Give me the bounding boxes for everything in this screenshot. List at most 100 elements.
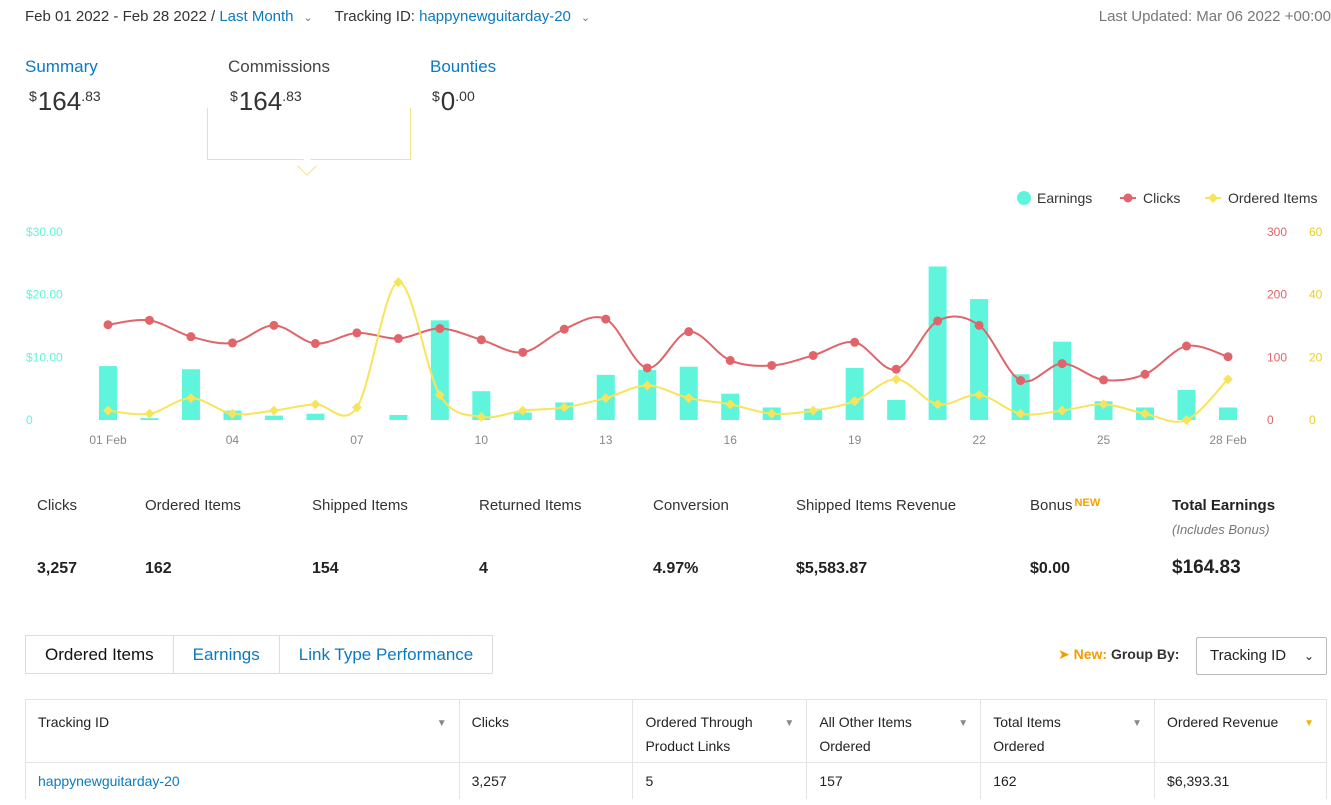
clicks-point [1016, 376, 1026, 386]
bounties-tab[interactable]: Bounties [430, 57, 497, 76]
sort-icon[interactable]: ▼ [1132, 718, 1143, 729]
metric-sublabel-includes-bonus: (Includes Bonus) [1172, 522, 1270, 537]
y-right-items-tick-label: 60 [1309, 225, 1323, 239]
group-by-select[interactable]: Tracking ID ⌄ [1196, 637, 1327, 675]
metric-label-clicks: Clicks [37, 497, 77, 514]
ordered-items-point [849, 396, 860, 407]
tracking-id-label: Tracking ID: [334, 8, 415, 25]
earnings-bar [140, 418, 159, 420]
x-tick-label: 04 [226, 433, 240, 447]
summary-tab[interactable]: Summary [25, 57, 98, 76]
sort-icon[interactable]: ▼ [784, 718, 795, 729]
clicks-point [1057, 359, 1067, 369]
clicks-point [767, 360, 777, 370]
col-header-tracking-id[interactable]: Tracking ID ▼ [25, 699, 460, 763]
metric-value-clicks: 3,257 [37, 560, 78, 577]
earnings-bar [638, 369, 657, 420]
ordered-items-point [186, 393, 196, 404]
earnings-bar [1094, 401, 1113, 420]
ordered-items-point [891, 374, 902, 385]
metric-label-returned-items: Returned Items [479, 497, 582, 514]
clicks-point [601, 314, 611, 324]
clicks-point [642, 363, 652, 373]
ordered-items-point [1223, 374, 1233, 385]
metric-label-shipped-revenue: Shipped Items Revenue [796, 497, 957, 514]
col-header-ordered-revenue[interactable]: Ordered Revenue ▼ [1154, 699, 1327, 763]
ordered-items-point [310, 399, 321, 410]
clicks-line [107, 315, 1229, 383]
clicks-point [269, 320, 279, 330]
x-tick-label: 22 [972, 433, 986, 447]
clicks-point [1099, 375, 1109, 385]
clicks-point [808, 350, 818, 360]
ordered-items-point [808, 405, 819, 416]
ordered-items-point [227, 408, 238, 419]
table-cell: $6,393.31 [1154, 762, 1327, 799]
chevron-down-icon[interactable]: ⌄ [303, 12, 313, 24]
ordered-items-point [642, 380, 653, 391]
earnings-bar [1053, 341, 1072, 420]
col-header-all-other-items[interactable]: All Other Items Ordered ▼ [806, 699, 982, 763]
tab-ordered-items[interactable]: Ordered Items [26, 636, 174, 673]
ordered-items-point [559, 402, 570, 413]
clicks-point [227, 338, 237, 348]
clicks-point [933, 316, 943, 326]
x-tick-label: 10 [475, 433, 489, 447]
metric-label-total-earnings: Total Earnings [1172, 497, 1276, 514]
metric-value-total-earnings: $164.83 [1172, 557, 1241, 578]
earnings-bar [99, 366, 117, 420]
date-range-bar: Feb 01 2022 - Feb 28 2022 / Last Month ⌄ … [25, 8, 608, 25]
ordered-items-point [1140, 408, 1150, 419]
chevron-down-icon[interactable]: ⌄ [580, 12, 591, 24]
table-cell: 157 [806, 762, 982, 799]
tab-link-type-performance[interactable]: Link Type Performance [298, 645, 474, 664]
tracking-id-dropdown[interactable]: happynewguitarday-20 [419, 8, 571, 25]
ordered-items-point [434, 389, 445, 400]
clicks-point [186, 332, 196, 342]
tracking-id-link[interactable]: happynewguitarday-20 [38, 772, 180, 789]
col-header-clicks[interactable]: Clicks [458, 699, 634, 763]
ordered-items-point [268, 405, 279, 416]
col-header-total-items[interactable]: Total Items Ordered ▼ [980, 699, 1156, 763]
clicks-point [725, 355, 735, 365]
new-badge: NEW [1074, 497, 1101, 509]
y-right-items-tick-label: 40 [1309, 288, 1323, 302]
table-cell: 3,257 [458, 762, 634, 799]
clicks-point [476, 335, 486, 345]
y-right-clicks-tick-label: 0 [1267, 413, 1274, 427]
earnings-bar [389, 414, 408, 420]
earnings-bar [887, 399, 906, 420]
sort-icon[interactable]: ▼ [958, 718, 969, 729]
report-tabs: Ordered Items Earnings Link Type Perform… [25, 635, 494, 674]
sort-icon[interactable]: ▼ [436, 718, 447, 729]
metric-label-conversion: Conversion [653, 497, 729, 514]
period-dropdown[interactable]: Last Month [219, 8, 294, 25]
earnings-bar [1177, 389, 1196, 420]
y-left-tick-label: $10.00 [26, 350, 63, 364]
clicks-point [1223, 352, 1233, 362]
col-header-ordered-through-product-links[interactable]: Ordered Through Product Links ▼ [632, 699, 808, 763]
legend-clicks-label: Clicks [1143, 190, 1180, 206]
y-right-clicks-tick-label: 200 [1267, 288, 1287, 302]
ordered-items-point [932, 399, 943, 410]
summary-amount: $164.83 [29, 86, 101, 116]
x-tick-label: 16 [724, 433, 738, 447]
bounties-amount: $0.00 [432, 86, 475, 116]
clicks-point [684, 327, 694, 337]
y-right-items-tick-label: 20 [1309, 350, 1323, 364]
metric-value-shipped-revenue: $5,583.87 [796, 560, 868, 577]
earnings-bar [306, 413, 325, 420]
tab-earnings[interactable]: Earnings [174, 636, 280, 673]
sort-icon[interactable]: ▼ [1304, 718, 1314, 729]
ordered-items-point [1057, 405, 1068, 416]
clicks-point [1182, 341, 1192, 351]
clicks-point [144, 315, 154, 325]
x-tick-label: 28 Feb [1209, 433, 1247, 447]
legend-items-label: Ordered Items [1228, 190, 1317, 206]
table-row: happynewguitarday-20 3,257 5 157 162 $6,… [25, 762, 1327, 799]
ordered-items-point [974, 389, 985, 400]
clicks-point [310, 339, 320, 349]
commissions-amount: $164.83 [230, 86, 302, 116]
commissions-tab[interactable]: Commissions [228, 57, 331, 76]
legend-earnings-icon [1017, 191, 1031, 205]
